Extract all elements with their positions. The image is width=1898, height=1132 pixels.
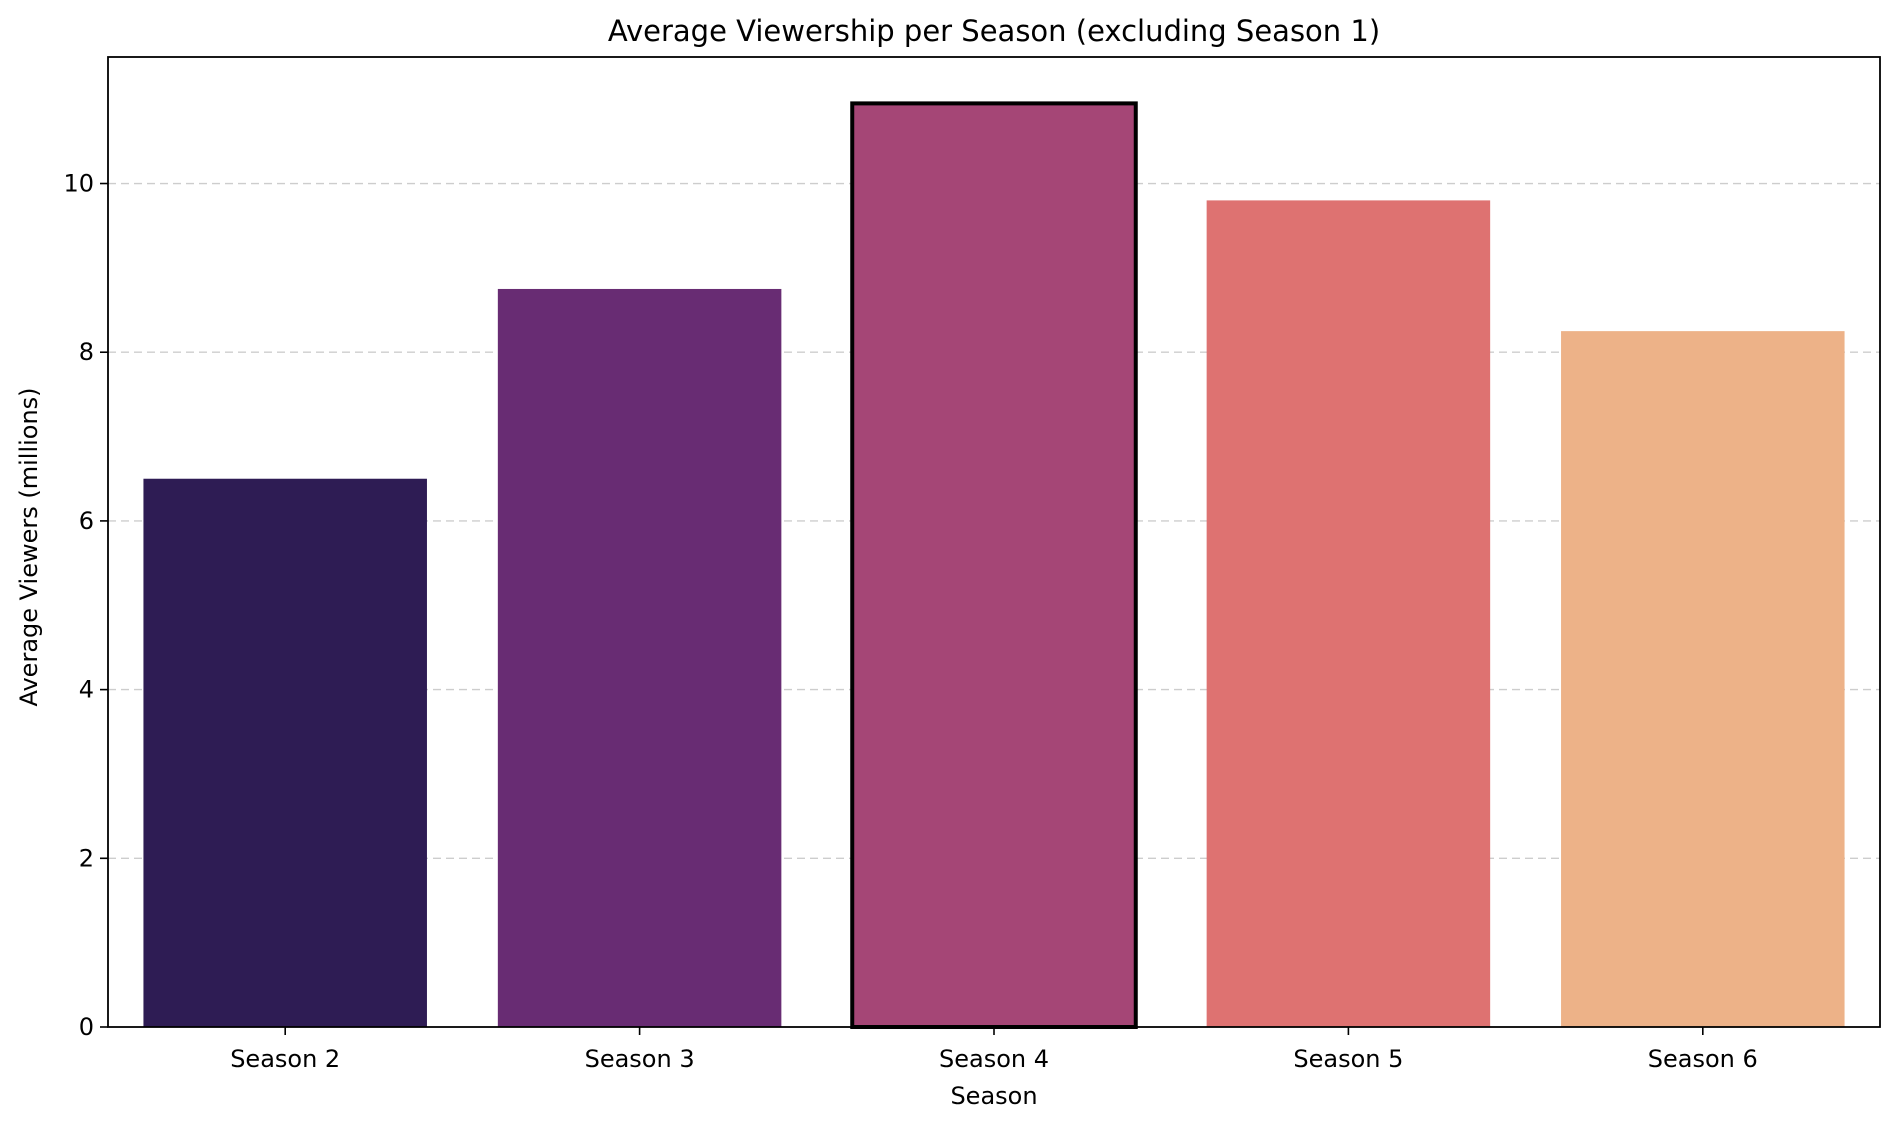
x-tick-label-season-2: Season 2 (230, 1045, 340, 1073)
bar-season-6 (1561, 331, 1845, 1027)
x-tick-label-season-5: Season 5 (1293, 1045, 1403, 1073)
x-tick-label-season-3: Season 3 (585, 1045, 695, 1073)
x-tick-label-season-4: Season 4 (939, 1045, 1049, 1073)
y-tick-label-4: 4 (79, 676, 94, 704)
x-axis-ticks: Season 2 Season 3 Season 4 Season 5 Season 6 (230, 1027, 1758, 1073)
y-axis-ticks: 0 2 4 6 8 10 (63, 170, 108, 1041)
x-tick-label-season-6: Season 6 (1648, 1045, 1758, 1073)
chart-title: Average Viewership per Season (excluding… (608, 14, 1380, 48)
y-tick-label-2: 2 (79, 844, 94, 872)
y-axis-label: Average Viewers (millions) (15, 387, 43, 706)
y-tick-label-0: 0 (79, 1013, 94, 1041)
y-tick-label-8: 8 (79, 338, 94, 366)
bar-season-5 (1206, 200, 1491, 1028)
y-tick-label-10: 10 (63, 170, 94, 198)
bar-season-2 (143, 478, 427, 1027)
bar-season-3 (497, 288, 782, 1027)
y-tick-label-6: 6 (79, 507, 94, 535)
bars (143, 101, 1845, 1030)
bar-season-4 (850, 101, 1138, 1030)
x-axis-label: Season (950, 1082, 1037, 1110)
